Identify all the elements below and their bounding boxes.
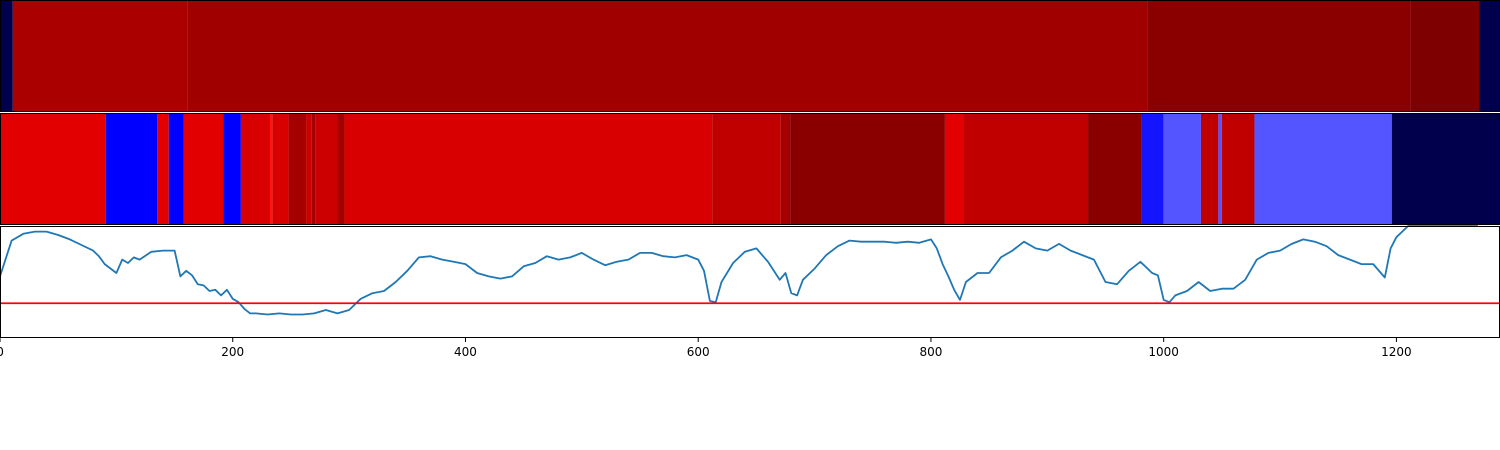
- heatmap-segment: [944, 113, 964, 225]
- plot-background: [0, 226, 1500, 338]
- heatmap-segment: [1163, 113, 1201, 225]
- heatmap-segment: [187, 0, 1148, 112]
- x-tick-label: 400: [454, 345, 477, 359]
- x-tick-label: 600: [687, 345, 710, 359]
- heatmap-segment: [1141, 113, 1164, 225]
- heatmap-segment: [269, 113, 273, 225]
- line-panel-bottom: [0, 225, 1500, 338]
- heatmap-segment: [306, 113, 312, 225]
- heatmap-panel-middle: [0, 113, 1500, 225]
- heatmap-segment: [0, 0, 13, 112]
- x-tick-label: 1200: [1381, 345, 1412, 359]
- heatmap-segment: [1391, 113, 1500, 225]
- heatmap-segment: [1088, 113, 1142, 225]
- heatmap-segment: [272, 113, 289, 225]
- heatmap-segment: [790, 113, 945, 225]
- heatmap-segment: [1479, 0, 1500, 112]
- x-tick-label: 1000: [1148, 345, 1179, 359]
- heatmap-segment: [1221, 113, 1255, 225]
- heatmap-segment: [168, 113, 184, 225]
- heatmap-segment: [963, 113, 1089, 225]
- heatmap-segment: [712, 113, 781, 225]
- heatmap-segment: [780, 113, 791, 225]
- x-axis: 0 200 400 600 800 1000 1200: [0, 338, 1412, 359]
- heatmap-segment: [223, 113, 241, 225]
- heatmap-panel-top: [0, 0, 1500, 112]
- heatmap-segment: [105, 113, 158, 225]
- heatmap-segment: [12, 0, 188, 112]
- heatmap-segment: [337, 113, 345, 225]
- heatmap-segment: [311, 113, 316, 225]
- heatmap-segment: [157, 113, 169, 225]
- heatmap-segment: [183, 113, 224, 225]
- x-tick-label: 0: [0, 345, 4, 359]
- x-tick-label: 200: [221, 345, 244, 359]
- heatmap-segment: [315, 113, 338, 225]
- heatmap-segment: [1254, 113, 1392, 225]
- heatmap-segment: [344, 113, 713, 225]
- heatmap-segment: [1200, 113, 1219, 225]
- heatmap-segment: [240, 113, 270, 225]
- series-line: [0, 225, 1478, 316]
- heatmap-segment: [1147, 0, 1411, 112]
- heatmap-segment: [288, 113, 307, 225]
- x-tick-label: 800: [920, 345, 943, 359]
- heatmap-segment: [1410, 0, 1480, 112]
- heatmap-segment: [1218, 113, 1222, 225]
- heatmap-segment: [0, 113, 106, 225]
